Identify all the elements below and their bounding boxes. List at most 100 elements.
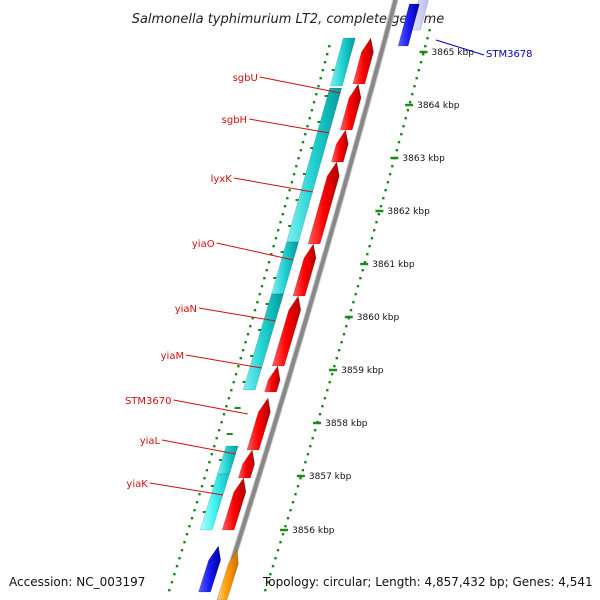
gene-label-yial: yiaL (140, 436, 161, 447)
tick-dot-left (190, 517, 194, 520)
tick-dot (318, 413, 322, 416)
forward-gene-arrow (352, 37, 374, 85)
tick-dot-left (328, 45, 331, 48)
tick-dot-left (253, 309, 257, 312)
forward-gene-arrow (339, 83, 362, 131)
forward-gene-arrow (292, 243, 317, 297)
tick-dot (301, 469, 305, 472)
tick-dot-left (258, 293, 261, 296)
tick-dot-left (188, 525, 191, 528)
accession-text: Accession: NC_003197 (9, 575, 145, 589)
tick-dot-left (170, 581, 174, 584)
tick-dot (306, 453, 309, 456)
tick-dot (363, 261, 367, 264)
tick-dot (386, 181, 389, 184)
tick-dot-left (283, 205, 287, 208)
gene-label-leader (173, 399, 248, 415)
tick-dot-left (195, 501, 199, 504)
tick-dot-left (218, 429, 221, 432)
tick-dot (304, 461, 307, 464)
forward-gene-arrow (221, 477, 247, 531)
tick-label: 3864 kbp (417, 101, 460, 111)
gene-label-leader (216, 242, 294, 261)
tick-dot (428, 29, 431, 32)
gene-features (198, 0, 429, 600)
gene-label-leader (249, 118, 330, 134)
tick-dot (266, 581, 270, 584)
gene-arrow-blue (397, 3, 420, 47)
tick-dot (271, 565, 275, 568)
tick-dot (323, 397, 327, 400)
tick-dot (335, 357, 338, 360)
tick-dot (375, 221, 378, 224)
tick-dot-left (251, 317, 254, 320)
gene-label-leader (162, 439, 236, 455)
gene-label-yiam: yiaM (161, 351, 184, 362)
tick-dot-left (178, 557, 181, 560)
tick-dot (379, 205, 383, 208)
tick-dot (349, 309, 353, 312)
gene-label-leader (198, 307, 276, 322)
reverse-gene-bar (242, 293, 284, 391)
tick-dot-left (310, 109, 314, 112)
tick-dot-left (200, 485, 204, 488)
tick-dot (333, 365, 336, 368)
topology-text: Topology: circular; Length: 4,857,432 bp… (262, 575, 593, 589)
tick-dot (279, 541, 282, 544)
tick-dot-left (263, 277, 266, 280)
backbone-line (217, 0, 398, 600)
gene-label-stm3670: STM3670 (125, 396, 172, 407)
gene-label-yiao: yiaO (192, 239, 215, 250)
tick-dot-left (225, 405, 228, 408)
tick-dot (289, 509, 292, 512)
tick-dot-left (308, 117, 311, 120)
tick-dot-left (279, 221, 282, 224)
tick-dot-left (239, 357, 242, 360)
tick-dot-left (281, 213, 284, 216)
tick-dot (413, 85, 416, 88)
tick-dot-left (265, 269, 268, 272)
tick-dot-left (292, 173, 296, 176)
tick-dot-left (299, 149, 302, 152)
tick-dot (395, 149, 398, 152)
tick-dot-left (315, 93, 318, 96)
tick-ring: 3865 kbp 3864 kbp 3863 kbp 3862 kbp 3861 kbp… (168, 29, 475, 592)
tick-dot-left (301, 141, 305, 144)
tick-label: 3861 kbp (372, 260, 415, 270)
tick-dot (342, 333, 346, 336)
tick-dot (377, 213, 380, 216)
tick-dot-left (317, 85, 320, 88)
tick-dot (321, 405, 324, 408)
backbone (216, 0, 399, 600)
tick-dot-left (198, 493, 201, 496)
gene-label-sgbh: sgbH (222, 115, 247, 126)
tick-dot-left (270, 253, 273, 256)
tick-dot (404, 117, 407, 120)
tick-dot-left (249, 325, 252, 328)
tick-dot-left (183, 541, 186, 544)
tick-dot-left (234, 373, 238, 376)
tick-dot-left (312, 101, 316, 104)
tick-dot-left (203, 477, 206, 480)
tick-dot (299, 477, 302, 480)
tick-dot (309, 445, 312, 448)
gene-label-leader (149, 482, 224, 496)
tick-dot-left (213, 445, 216, 448)
tick-dot-left (286, 197, 289, 200)
tick-dot (384, 189, 387, 192)
forward-gene-arrow (307, 161, 340, 245)
reverse-gene-bar (329, 37, 356, 87)
tick-label: 3865 kbp (432, 48, 475, 58)
tick-dot-left (230, 389, 233, 392)
tick-dot (291, 501, 295, 504)
tick-dot (406, 109, 410, 112)
tick-dot (391, 165, 394, 168)
gene-label-lyxk: lyxK (211, 174, 233, 185)
tick-dot-left (208, 461, 211, 464)
tick-dot (419, 61, 423, 64)
tick-dot-left (242, 349, 245, 352)
tick-dot-left (175, 565, 179, 568)
tick-dot (328, 381, 331, 384)
tick-dot-left (256, 301, 259, 304)
